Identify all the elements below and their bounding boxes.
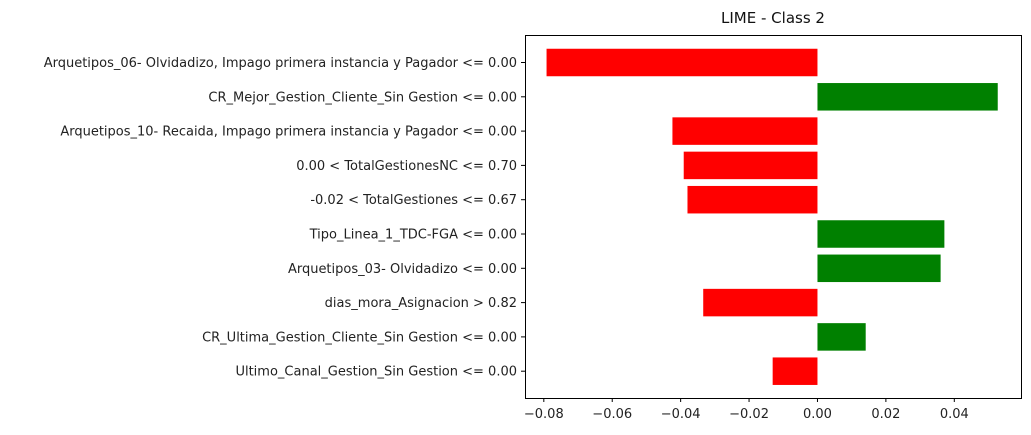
- bar: [683, 151, 818, 180]
- x-tick-label: 0.00: [803, 407, 832, 422]
- bar: [672, 117, 818, 145]
- bar: [772, 357, 818, 385]
- y-tick-label: Arquetipos_06- Olvidadizo, Impago primer…: [44, 56, 517, 71]
- bar: [703, 288, 818, 317]
- y-tick-label: -0.02 < TotalGestiones <= 0.67: [310, 193, 517, 208]
- bar: [817, 220, 945, 248]
- y-tick-label: Ultimo_Canal_Gestion_Sin Gestion <= 0.00: [235, 365, 517, 380]
- y-tick-label: CR_Mejor_Gestion_Cliente_Sin Gestion <= …: [208, 90, 517, 105]
- x-tick-label: −0.02: [729, 407, 769, 422]
- y-tick-label: dias_mora_Asignacion > 0.82: [325, 296, 517, 311]
- y-tick-label: Arquetipos_10- Recaida, Impago primera i…: [60, 125, 517, 140]
- y-tick-labels: Arquetipos_06- Olvidadizo, Impago primer…: [44, 56, 525, 380]
- bar: [817, 83, 998, 111]
- y-tick-label: Arquetipos_03- Olvidadizo <= 0.00: [288, 262, 517, 277]
- y-tick-label: Tipo_Linea_1_TDC-FGA <= 0.00: [309, 228, 517, 243]
- plot-frame: [525, 35, 1022, 399]
- bar: [817, 323, 866, 351]
- bar: [817, 254, 941, 283]
- y-tick-label: CR_Ultima_Gestion_Cliente_Sin Gestion <=…: [202, 330, 517, 345]
- x-tick-label: 0.02: [871, 407, 900, 422]
- bar: [546, 48, 818, 77]
- x-axis: −0.08 −0.06 −0.04 −0.02 0.00 0.02 0.04: [524, 398, 969, 422]
- chart-title: LIME - Class 2: [721, 9, 825, 27]
- x-tick-label: 0.04: [940, 407, 969, 422]
- x-tick-label: −0.06: [592, 407, 632, 422]
- bar: [687, 185, 818, 214]
- x-tick-label: −0.04: [661, 407, 701, 422]
- y-tick-label: 0.00 < TotalGestionesNC <= 0.70: [296, 159, 517, 174]
- x-tick-label: −0.08: [524, 407, 564, 422]
- bars-group: [546, 48, 998, 385]
